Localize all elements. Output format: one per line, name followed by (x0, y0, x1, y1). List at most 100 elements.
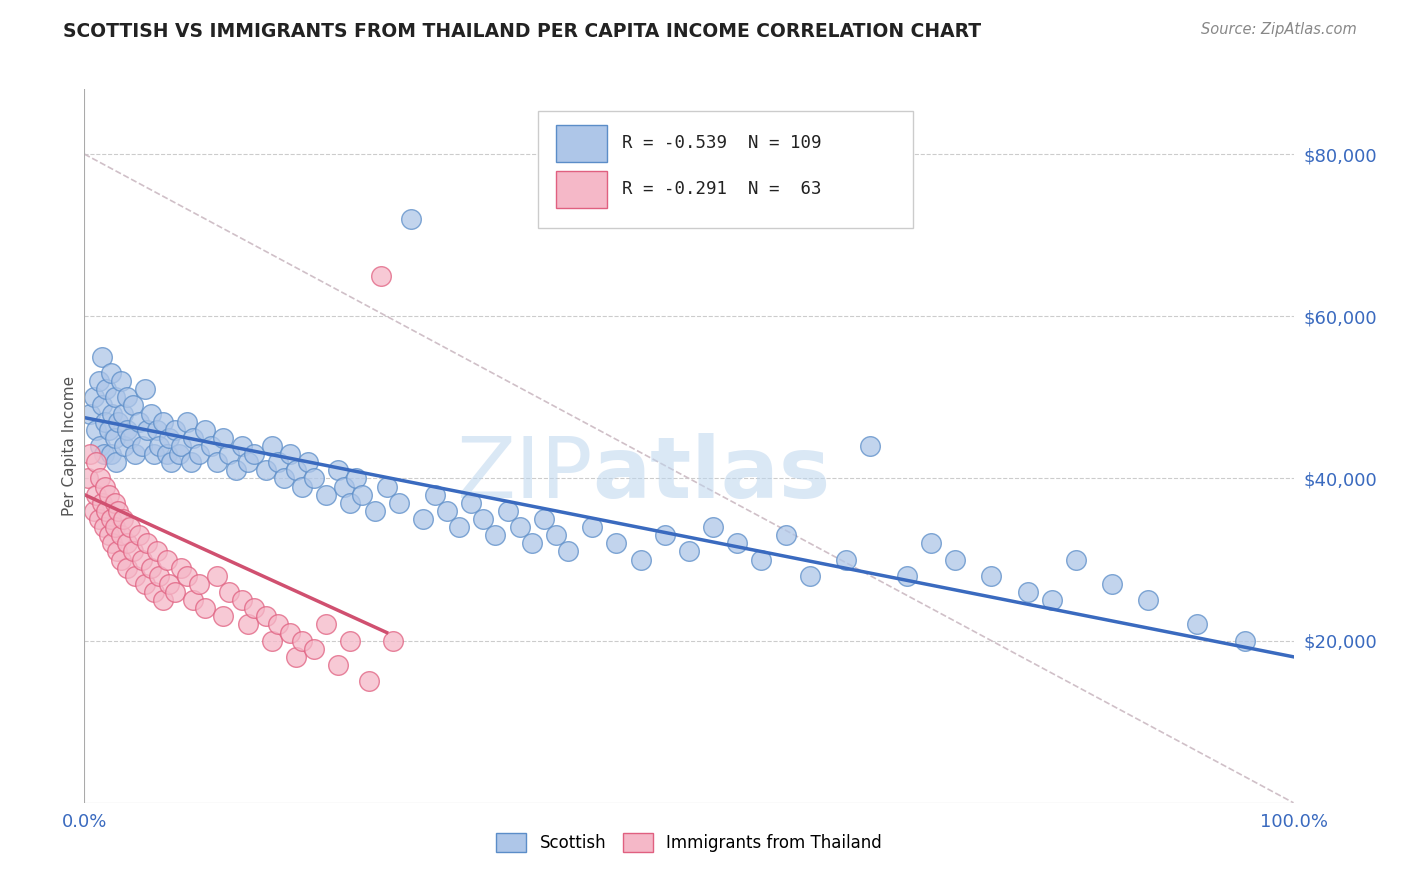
Point (1137, 593, 1160, 607)
Point (581, 520, 603, 534)
Point (188, 577, 211, 591)
Point (89, 439, 111, 453)
Point (115, 423, 138, 437)
Point (115, 536, 138, 550)
Point (315, 488, 337, 502)
Point (273, 471, 295, 485)
Text: Source: ZipAtlas.com: Source: ZipAtlas.com (1201, 22, 1357, 37)
Point (134, 577, 156, 591)
Point (225, 463, 247, 477)
Point (533, 512, 555, 526)
Point (231, 439, 253, 453)
Point (943, 552, 966, 566)
Point (509, 520, 531, 534)
Point (146, 544, 169, 558)
Point (87, 512, 110, 526)
Text: ZIP: ZIP (456, 433, 592, 516)
Point (284, 649, 308, 664)
Point (121, 399, 143, 413)
Point (218, 585, 240, 599)
Point (751, 552, 773, 566)
Text: SCOTTISH VS IMMIGRANTS FROM THAILAND PER CAPITA INCOME CORRELATION CHART: SCOTTISH VS IMMIGRANTS FROM THAILAND PER… (63, 22, 981, 41)
Point (423, 488, 446, 502)
Point (357, 674, 380, 689)
Point (557, 544, 579, 558)
Point (218, 447, 240, 461)
Point (267, 455, 290, 469)
Point (449, 520, 471, 534)
Point (104, 496, 127, 510)
Point (484, 528, 506, 542)
Point (120, 431, 142, 445)
Point (115, 390, 138, 404)
Point (165, 585, 187, 599)
Point (87, 374, 110, 388)
Point (86, 455, 108, 469)
Point (181, 431, 204, 445)
Point (160, 455, 183, 469)
Text: R = -0.291  N =  63: R = -0.291 N = 63 (623, 180, 823, 198)
Point (1017, 585, 1039, 599)
Point (702, 520, 724, 534)
Point (143, 585, 166, 599)
Point (157, 577, 180, 591)
Point (94, 479, 117, 493)
Point (236, 455, 259, 469)
Point (654, 528, 676, 542)
Point (91, 350, 114, 364)
Point (148, 439, 170, 453)
Point (212, 431, 235, 445)
Point (302, 641, 325, 656)
Point (104, 455, 127, 469)
Text: R = -0.539  N = 109: R = -0.539 N = 109 (623, 134, 823, 152)
Point (94, 415, 117, 429)
Point (124, 447, 146, 461)
Point (157, 431, 180, 445)
Point (775, 528, 797, 542)
Point (339, 496, 361, 510)
Point (107, 504, 129, 518)
Point (167, 447, 190, 461)
Point (104, 431, 127, 445)
Point (100, 366, 122, 380)
Point (105, 544, 128, 558)
Point (267, 617, 290, 632)
Point (91, 399, 114, 413)
Point (254, 463, 277, 477)
Point (200, 439, 222, 453)
FancyBboxPatch shape (555, 125, 607, 162)
Point (94, 504, 117, 518)
Point (194, 601, 217, 615)
Point (412, 512, 434, 526)
Point (896, 568, 918, 582)
Point (128, 415, 150, 429)
Point (165, 423, 187, 437)
Point (152, 593, 174, 607)
Point (260, 439, 283, 453)
Point (101, 407, 124, 421)
Point (170, 560, 193, 574)
Point (112, 512, 135, 526)
Point (134, 382, 156, 396)
Point (302, 471, 325, 485)
Point (176, 568, 198, 582)
Point (110, 528, 132, 542)
Text: atlas: atlas (592, 433, 831, 516)
Point (363, 504, 385, 518)
Point (799, 568, 821, 582)
Point (89, 471, 111, 485)
Point (278, 625, 301, 640)
Point (79, 447, 101, 461)
Point (370, 268, 392, 283)
Point (188, 447, 211, 461)
Point (131, 439, 153, 453)
Point (181, 593, 204, 607)
Point (170, 439, 193, 453)
Point (333, 479, 356, 493)
Point (630, 552, 652, 566)
Point (97, 423, 120, 437)
Point (544, 528, 567, 542)
Point (121, 544, 143, 558)
Point (352, 488, 374, 502)
Point (496, 504, 519, 518)
